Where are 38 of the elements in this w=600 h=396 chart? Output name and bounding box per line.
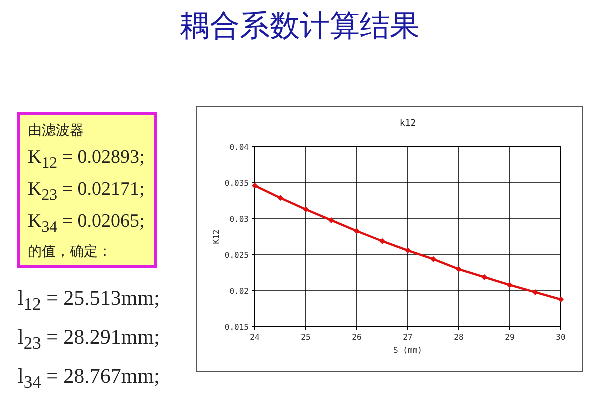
y-tick-label: 0.015 xyxy=(224,323,250,332)
x-axis-title: S (mm) xyxy=(394,346,422,355)
y-axis-title: K12 xyxy=(212,230,221,244)
point xyxy=(558,296,564,303)
x-tick-label: 25 xyxy=(301,333,311,342)
y-tick-label: 0.03 xyxy=(230,215,250,224)
x-tick-label: 27 xyxy=(403,333,413,342)
point xyxy=(354,228,360,234)
x-tick-label: 28 xyxy=(454,333,464,342)
text: l$_{12}$ = 25.513mm; xyxy=(18,285,160,316)
text: l$_{23}$ = 28.291mm; xyxy=(18,324,160,356)
text: 的值，确定： xyxy=(28,243,113,262)
point xyxy=(303,206,309,213)
text: K$_{23}$ = 0.02171; xyxy=(28,178,146,206)
text: K$_{34}$ = 0.02065; xyxy=(28,210,146,238)
x-tick-label: 29 xyxy=(505,333,515,342)
chart-title: 耦合系数计算结果 xyxy=(179,8,421,46)
text: 由滤波器 xyxy=(28,122,85,141)
point xyxy=(507,282,513,288)
point xyxy=(532,289,538,296)
x-tick-label: 30 xyxy=(556,333,566,342)
point xyxy=(328,217,334,224)
text: l$_{34}$ = 28.767mm; xyxy=(18,363,160,395)
x-tick-label: 26 xyxy=(352,333,362,342)
chart-subtitle: k12 xyxy=(400,119,416,129)
y-tick-label: 0.02 xyxy=(230,287,250,296)
point xyxy=(380,238,386,244)
point xyxy=(482,274,488,280)
point xyxy=(405,248,411,254)
y-tick-label: 0.04 xyxy=(230,143,250,152)
x-tick-label: 24 xyxy=(250,333,260,342)
point xyxy=(430,256,436,262)
point xyxy=(252,182,258,189)
y-tick-label: 0.035 xyxy=(224,179,250,188)
text: K$_{12}$ = 0.02893; xyxy=(28,146,146,174)
point xyxy=(278,195,284,202)
y-tick-label: 0.025 xyxy=(224,251,250,260)
point xyxy=(456,266,462,272)
